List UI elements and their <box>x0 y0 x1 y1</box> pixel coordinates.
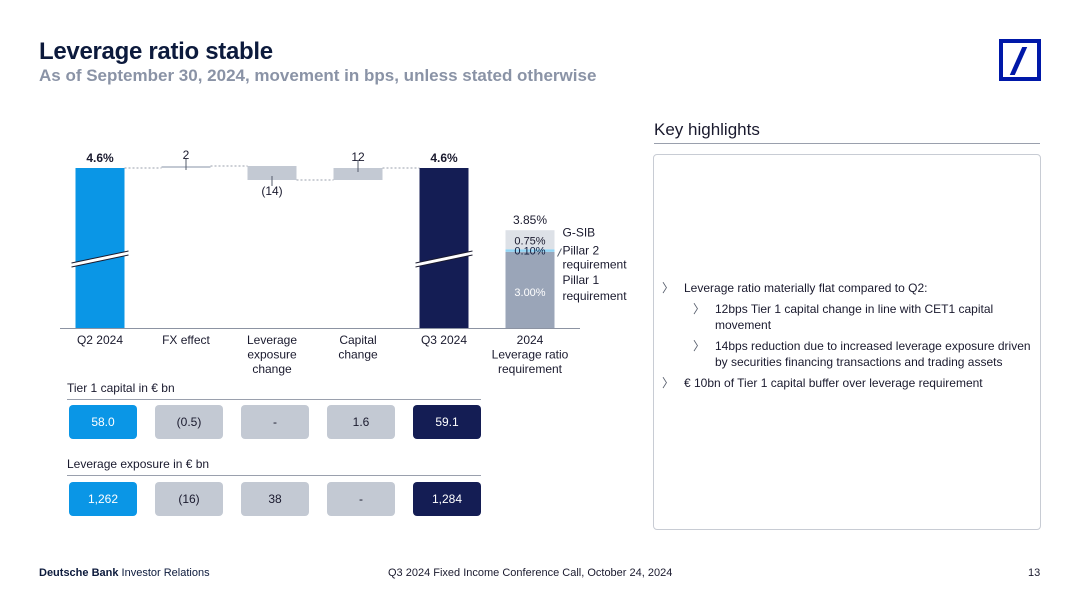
tier1-cell-q2: 58.0 <box>69 405 137 439</box>
tier1-capital-divider <box>67 399 481 400</box>
bar-pillar1 <box>505 251 555 328</box>
legend-leader <box>557 248 562 257</box>
highlight-subitem: 〉 14bps reduction due to increased levera… <box>693 339 1031 369</box>
key-highlights-divider <box>654 143 1040 144</box>
legend-pillar1: Pillar 1 <box>563 273 600 287</box>
axis-break-line <box>415 254 473 268</box>
bar-q3 <box>419 168 469 328</box>
page-subtitle: As of September 30, 2024, movement in bp… <box>39 66 597 85</box>
exposure-cell-exposure: 38 <box>241 482 309 516</box>
bar-capital <box>333 168 383 180</box>
segment-label-gsib: 0.75% <box>514 236 545 248</box>
legend-pillar2: Pillar 2 <box>563 244 600 258</box>
legend-pillar1: requirement <box>563 289 628 303</box>
tier1-capital-label: Tier 1 capital in € bn <box>67 381 175 395</box>
exposure-cell-capital: - <box>327 482 395 516</box>
axis-break-line <box>71 250 129 264</box>
chevron-right-icon: 〉 <box>662 376 675 390</box>
leverage-exposure-divider <box>67 475 481 476</box>
category-label: Q2 2024 <box>77 333 123 347</box>
chevron-right-icon: 〉 <box>662 281 675 295</box>
exposure-cell-fx: (16) <box>155 482 223 516</box>
axis-break-line <box>415 250 473 264</box>
deutsche-bank-logo-icon <box>999 39 1041 81</box>
value-label-exposure: (14) <box>261 184 282 198</box>
bar-q2 <box>75 168 125 328</box>
value-label-q2: 4.6% <box>86 151 114 165</box>
legend-pillar2: requirement <box>563 258 628 272</box>
legend-gsib: G-SIB <box>563 226 596 240</box>
chevron-right-icon: 〉 <box>693 339 706 353</box>
footer-event: Q3 2024 Fixed Income Conference Call, Oc… <box>388 567 673 579</box>
value-label-fx: 2 <box>183 148 190 162</box>
key-highlights-title: Key highlights <box>654 120 760 139</box>
axis-break-line <box>71 254 129 268</box>
category-label: 2024 <box>517 333 544 347</box>
highlight-subitem: 〉 12bps Tier 1 capital change in line wit… <box>693 302 994 332</box>
highlight-item: 〉 € 10bn of Tier 1 capital buffer over le… <box>662 376 983 390</box>
category-label: Leverage ratio <box>492 348 569 362</box>
leverage-exposure-label: Leverage exposure in € bn <box>67 457 210 471</box>
page-number: 13 <box>1028 567 1041 579</box>
tier1-cell-exposure: - <box>241 405 309 439</box>
axis-break-mark <box>415 251 473 267</box>
tier1-cell-capital: 1.6 <box>327 405 395 439</box>
value-label-q3: 4.6% <box>430 151 458 165</box>
axis-break-mark <box>71 251 129 267</box>
requirement-total-label: 3.85% <box>513 213 547 227</box>
tier1-cell-q3: 59.1 <box>413 405 481 439</box>
exposure-cell-q3: 1,284 <box>413 482 481 516</box>
tier1-cell-fx: (0.5) <box>155 405 223 439</box>
category-label: change <box>252 362 292 376</box>
leverage-waterfall-chart: 4.6% 4.6% 2 (14) 12 3.00% 0.10%0.75% 3.85% Pilla… <box>60 148 628 376</box>
segment-label-pillar1: 3.00% <box>514 287 545 299</box>
key-highlights-panel <box>653 154 1041 530</box>
value-label-capital: 12 <box>351 150 365 164</box>
category-label: Q3 2024 <box>421 333 467 347</box>
category-label: change <box>338 348 378 362</box>
segment-label-pillar2: 0.10% <box>514 246 545 258</box>
exposure-cell-q2: 1,262 <box>69 482 137 516</box>
page-title: Leverage ratio stable <box>39 38 273 65</box>
bar-pillar2 <box>505 249 555 252</box>
category-label: FX effect <box>162 333 210 347</box>
bar-exposure <box>247 166 297 180</box>
highlight-item: 〉 Leverage ratio materially flat compared… <box>662 281 928 295</box>
category-label: Leverage <box>247 333 297 347</box>
category-label: exposure <box>247 348 297 362</box>
key-highlights-list: 〉 Leverage ratio materially flat compared… <box>660 280 1032 396</box>
bar-gsib <box>505 230 555 250</box>
chevron-right-icon: 〉 <box>693 302 706 316</box>
category-label: requirement <box>498 362 563 376</box>
footer-brand: Deutsche Bank Investor Relations <box>39 567 210 579</box>
category-label: Capital <box>339 333 376 347</box>
